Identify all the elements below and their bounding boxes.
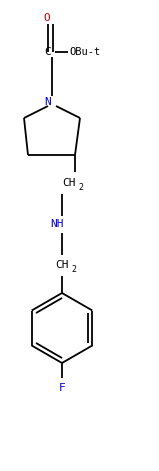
Text: 2: 2 [78, 182, 83, 192]
Text: 2: 2 [71, 265, 76, 274]
Text: N: N [45, 97, 51, 107]
Text: NH: NH [50, 219, 63, 229]
Text: O: O [44, 13, 50, 23]
Text: OBu-t: OBu-t [69, 47, 100, 57]
Text: C: C [45, 47, 51, 57]
Text: F: F [59, 383, 65, 393]
Text: CH: CH [55, 260, 69, 270]
Text: CH: CH [62, 178, 76, 188]
